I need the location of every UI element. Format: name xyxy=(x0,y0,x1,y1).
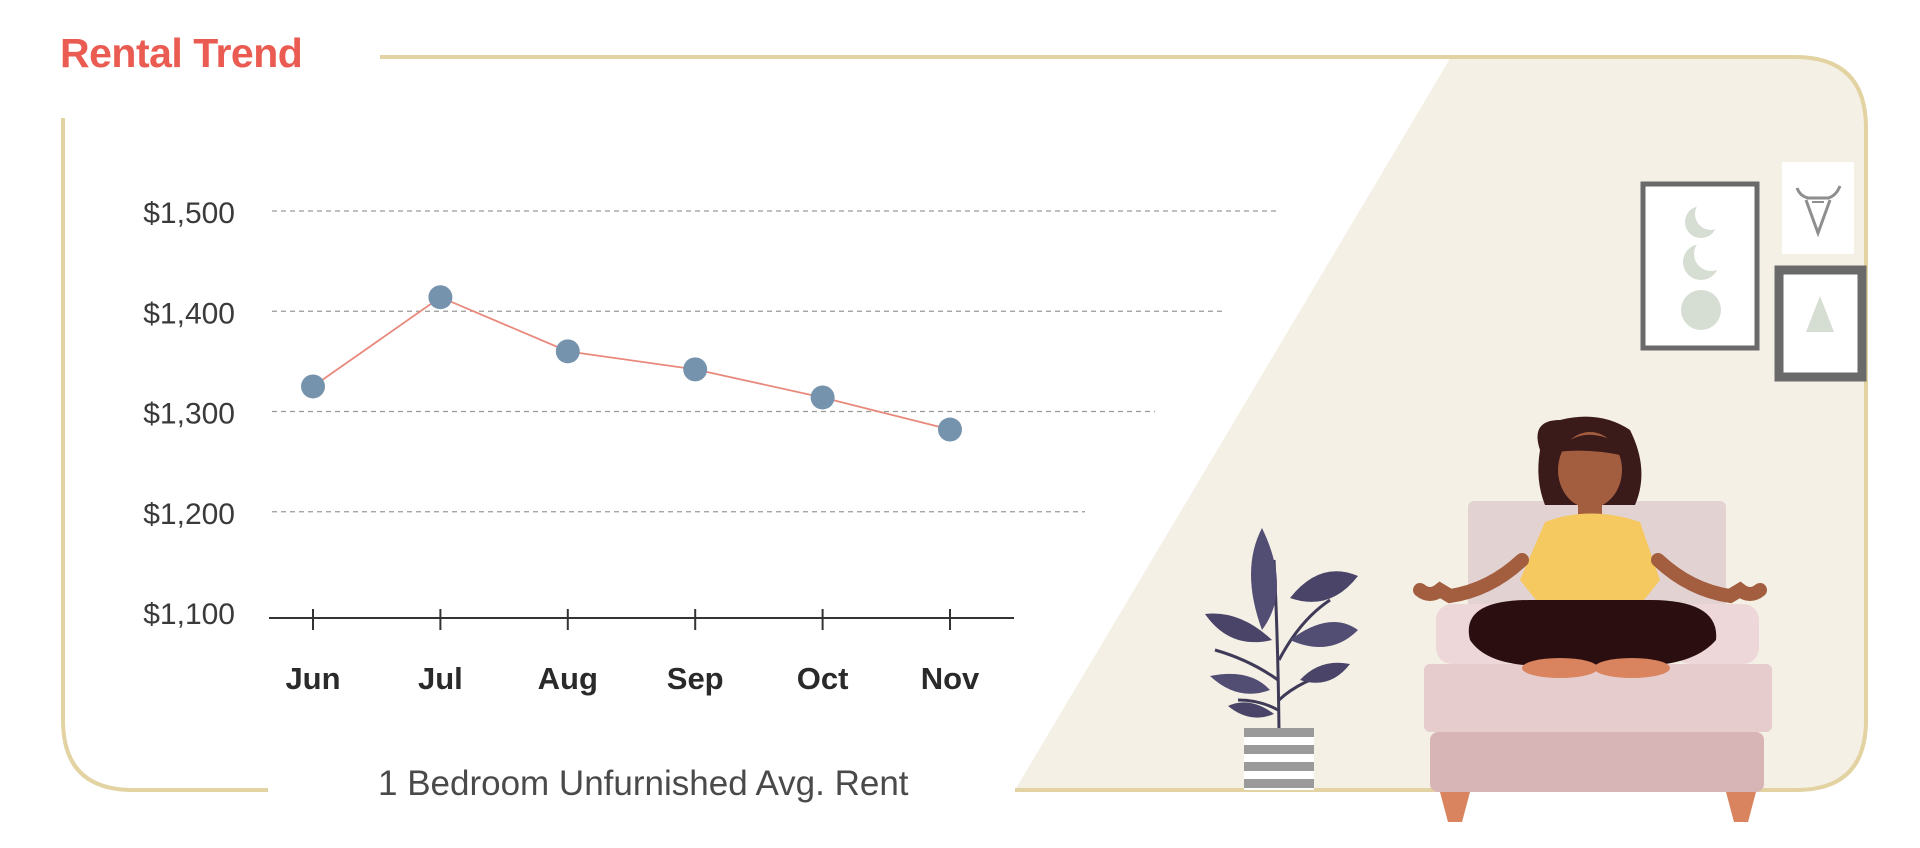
x-axis-tick-labels: Jun Jul Aug Sep Oct Nov xyxy=(285,661,980,696)
chart-caption: 1 Bedroom Unfurnished Avg. Rent xyxy=(378,764,909,803)
framed-triangle-art-icon xyxy=(1774,265,1867,382)
data-point xyxy=(938,417,962,442)
x-tick-label: Oct xyxy=(797,661,849,696)
frame-line xyxy=(380,55,1868,792)
houseplant-icon xyxy=(1205,528,1358,790)
bull-logo-icon xyxy=(1782,162,1854,254)
data-point xyxy=(683,357,708,382)
y-axis-tick-labels: $1,500 $1,400 $1,300 $1,200 $1,100 xyxy=(143,197,235,631)
meditating-woman-icon xyxy=(1413,416,1767,678)
x-tick-label: Nov xyxy=(921,661,980,696)
series-line xyxy=(312,296,951,431)
x-tick-label: Jul xyxy=(418,661,463,696)
data-point xyxy=(555,339,580,364)
y-tick-label: $1,400 xyxy=(143,297,235,330)
x-axis xyxy=(269,609,1014,630)
data-point xyxy=(428,285,453,310)
rent-line xyxy=(312,296,951,431)
chart-title: Rental Trend xyxy=(60,30,303,76)
x-tick-label: Aug xyxy=(538,661,598,696)
data-point xyxy=(810,385,835,410)
x-tick-label: Sep xyxy=(667,661,724,696)
series-markers xyxy=(301,285,962,442)
y-tick-label: $1,300 xyxy=(143,398,235,431)
x-tick-label: Jun xyxy=(285,661,340,696)
y-tick-label: $1,500 xyxy=(143,197,235,230)
gridlines xyxy=(272,210,1277,513)
data-point xyxy=(301,374,325,399)
y-tick-label: $1,200 xyxy=(143,498,235,531)
frame-line-left xyxy=(61,118,268,792)
framed-moons-art-icon xyxy=(1640,181,1760,351)
y-tick-label: $1,100 xyxy=(143,598,235,631)
